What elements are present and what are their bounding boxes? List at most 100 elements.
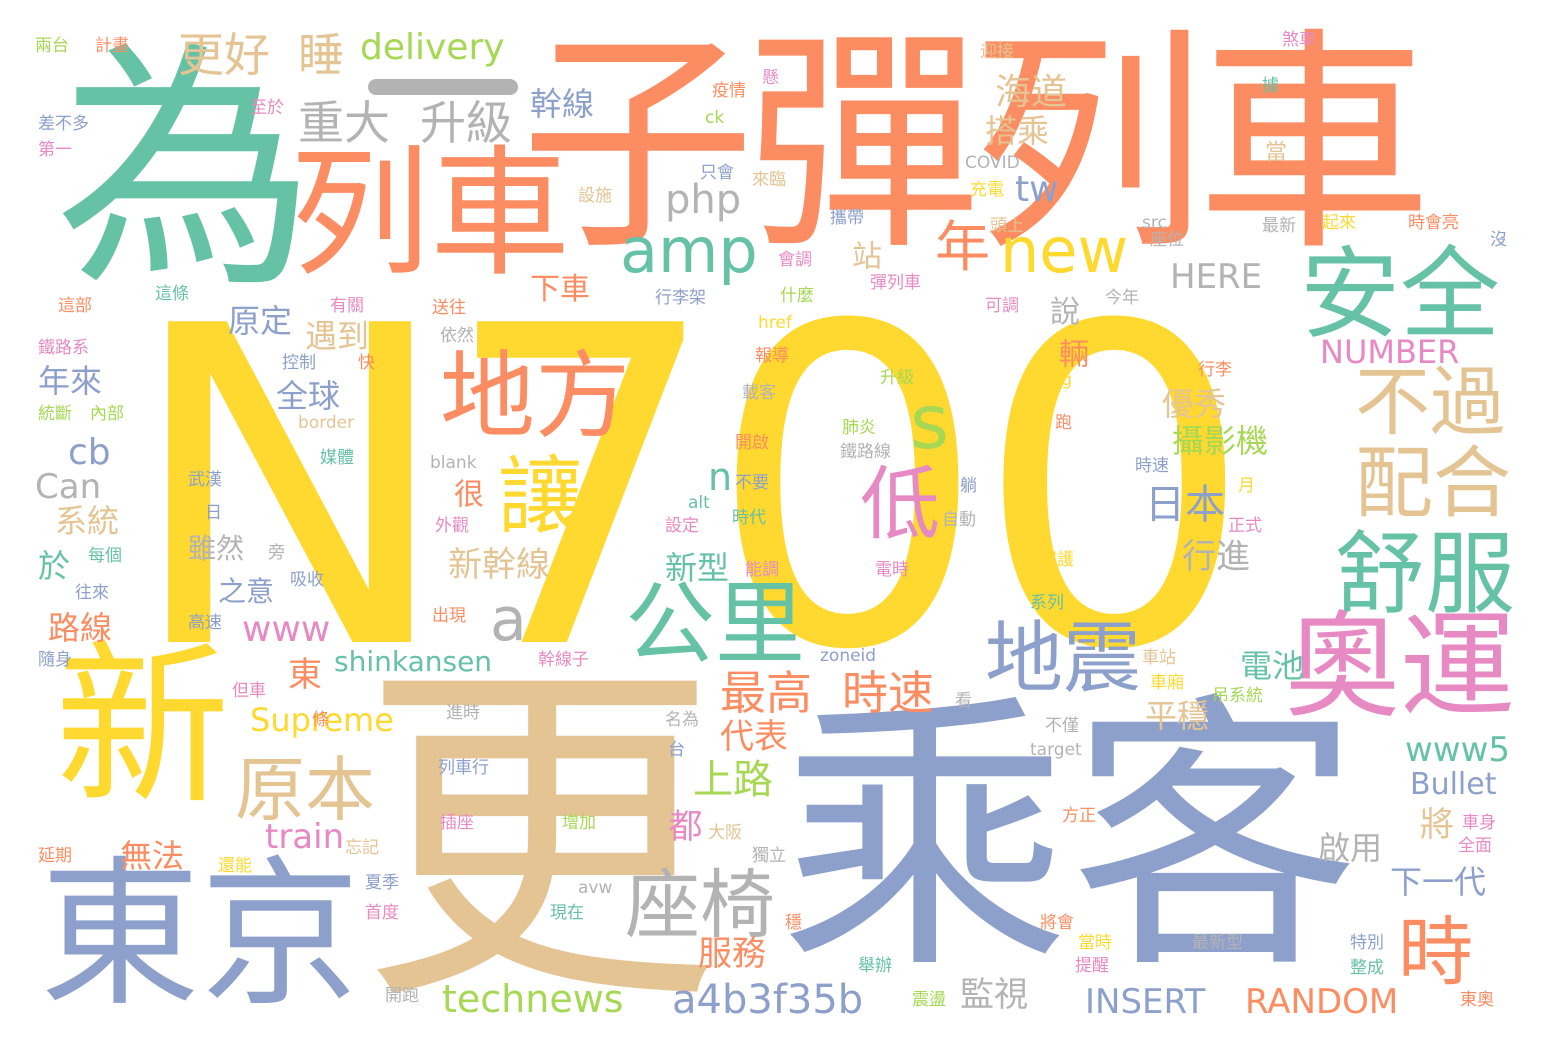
word-yiran: 依然 [440,326,474,346]
word-difang: 地方 [440,342,631,452]
word-xin: 新 [55,626,230,829]
word-xilie: 系列 [1030,593,1064,613]
word-haidao: 海道 [995,72,1068,113]
word-avw: avw [578,878,613,898]
word-tai: 台 [668,740,685,760]
word-wen: 穩 [785,913,802,933]
word-xuan: 懸 [762,68,779,88]
word-yanqi: 延期 [38,846,72,866]
word-shisu-small: 時速 [1135,456,1169,476]
word-juban: 舉辦 [858,956,892,976]
word-pao: 跑 [1055,413,1072,433]
word-blank: blank [430,453,477,473]
word-fuwu: 服務 [698,934,766,974]
word-dacheng: 搭乘 [985,112,1050,150]
word-shanglu: 上路 [693,757,773,803]
word-jinshi: 進時 [446,703,480,723]
word-sheding: 設定 [665,516,699,536]
word-a: a [490,585,527,655]
word-liangtai: 兩台 [35,36,69,56]
word-shui: 睡 [298,28,344,82]
word-chabuduo: 差不多 [38,114,89,134]
word-zhan: 站 [846,240,881,269]
word-lieche: 列車 [290,133,571,296]
word-tw: tw [1015,169,1059,210]
word-tang: 躺 [960,476,977,496]
word-yue: 月 [1238,476,1255,496]
word-youguan: 有關 [330,296,364,316]
word-toushang: 頭上 [990,216,1024,236]
word-luxian: 路線 [48,609,113,647]
word-kuai: 快 [358,353,375,373]
word-xiache: 下車 [530,272,590,307]
word-suishen: 隨身 [38,650,72,670]
word-chazuo: 插座 [440,813,474,833]
word-shidai: 時代 [732,508,766,528]
word-shuo: 說 [1050,295,1080,330]
word-shi: 時 [1398,908,1474,996]
word-ganxian: 幹線 [530,85,595,123]
word-train: train [265,817,345,857]
word-zidong: 自動 [942,510,976,530]
word-chezhan: 車站 [1142,648,1176,668]
word-zaike: 載客 [742,383,776,403]
word-zhiyi: 之意 [218,575,275,608]
word-random: RANDOM [1245,982,1399,1022]
word-zhiyu: 至於 [250,98,284,118]
word-tixing: 提醒 [1075,956,1109,976]
word-tielu-xi: 鐵路系 [38,338,89,358]
word-wuhan: 武漢 [188,470,222,490]
word-ri: 日 [205,503,222,523]
word-daban: 大阪 [708,823,742,843]
word-tongduan: 統斷 [38,404,72,424]
word-haineng: 還能 [218,856,252,876]
word-quanqiu: 全球 [276,377,341,415]
word-meige: 每個 [88,546,122,566]
word-danche: 但車 [232,681,266,701]
word-www: www [242,609,331,650]
word-jianghui: 將會 [1040,913,1074,933]
word-kan: 看 [955,691,972,711]
word-songwang: 送往 [432,298,466,318]
word-xinganxian: 新幹線 [448,545,550,585]
word-dongjing: 東京 [40,841,361,1028]
word-zuixin: 最新 [1262,216,1296,236]
word-yuanding: 原定 [228,302,293,340]
word-dong: 東 [288,655,322,695]
word-shinkansen: shinkansen [334,645,493,678]
word-can: Can [35,467,102,507]
word-dang: 當 [1261,140,1286,161]
word-yingjie: 迎接 [980,42,1014,62]
word-baohu: 保護 [1040,550,1074,570]
word-nengtiao: 能調 [745,560,779,580]
word-kaiqi: 開啟 [735,433,769,453]
word-genghao: 更好 [178,28,270,82]
word-jianshi: 監視 [960,975,1028,1015]
word-ju: 據 [1262,76,1279,96]
word-php: php [665,177,742,223]
word-buguo: 不過 [1355,358,1506,446]
word-zhendang: 震盪 [912,990,946,1010]
word-shengji-small: 升級 [880,368,914,388]
word-zhihui: 只會 [700,163,734,183]
word-daibiao: 代表 [720,717,788,757]
word-href: href [758,313,792,333]
word-shoudu: 首度 [365,903,399,923]
word-xinxing: 新型 [665,549,730,587]
word-www5: www5 [1405,730,1511,770]
word-yu: 於 [38,547,71,585]
word-chuxian: 出現 [432,606,466,626]
word-n700: N700 [125,234,1254,746]
word-cheshen: 車身 [1462,813,1496,833]
word-zhengcheng: 整成 [1350,958,1384,978]
word-number: NUMBER [1320,333,1460,371]
word-zhetiao: 這條 [155,284,189,304]
word-pingwen: 平穩 [1145,697,1210,735]
word-delivery: delivery [360,27,505,68]
word-di: 低 [860,458,940,551]
word-hen: 很 [448,478,483,507]
word-shengji: 升級 [420,96,512,150]
word-sheyingji: 攝影機 [1172,422,1269,460]
word-buyao: 不要 [735,473,769,493]
word-riben: 日本 [1145,482,1225,528]
